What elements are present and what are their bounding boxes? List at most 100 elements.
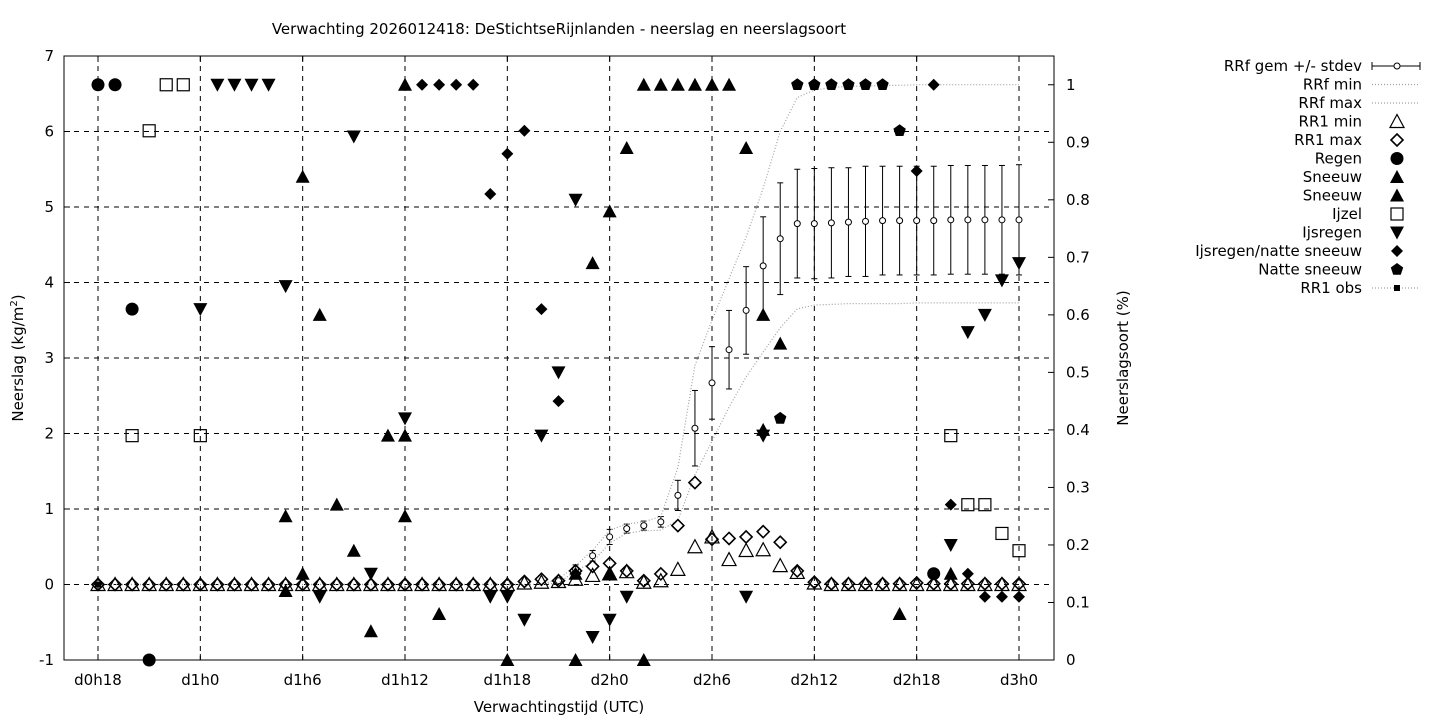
legend-item: RR1 min — [1299, 113, 1406, 131]
y-tick-label: 5 — [44, 198, 54, 216]
x-tick-label: d0h18 — [74, 671, 122, 689]
data-point — [687, 475, 703, 490]
chart-title: Verwachting 2026012418: DeStichtseRijnla… — [272, 20, 846, 38]
data-point — [653, 77, 668, 91]
x-tick-label: d1h6 — [284, 671, 322, 689]
mean-point — [896, 217, 904, 225]
data-point — [773, 535, 788, 550]
data-point — [244, 78, 259, 92]
series-rr1-obs — [95, 581, 101, 588]
series-sneeuw — [278, 77, 958, 666]
legend-label: RR1 obs — [1300, 279, 1362, 297]
data-point — [227, 577, 242, 592]
mean-point — [589, 552, 597, 560]
data-point — [739, 141, 754, 155]
data-point — [892, 576, 907, 591]
data-point — [670, 77, 685, 91]
data-point — [1013, 590, 1025, 603]
legend-label: RR1 min — [1299, 113, 1362, 131]
data-point — [961, 498, 975, 512]
mean-point — [691, 424, 699, 432]
data-point — [875, 576, 890, 591]
series-layer — [89, 77, 1028, 667]
data-point — [501, 147, 514, 160]
legend-item: Regen — [1315, 150, 1404, 168]
data-point — [91, 78, 105, 92]
mean-point — [776, 235, 784, 243]
data-point — [807, 575, 822, 590]
data-point — [790, 563, 805, 579]
data-point — [534, 429, 549, 443]
legend-label: Natte sneeuw — [1258, 261, 1362, 279]
data-point — [534, 572, 549, 587]
data-point — [346, 130, 361, 144]
mean-point — [640, 522, 648, 530]
data-point — [909, 575, 924, 591]
data-point — [450, 78, 463, 91]
data-point — [449, 577, 464, 592]
mean-point — [998, 216, 1006, 224]
data-point — [432, 606, 447, 620]
data-point — [686, 538, 703, 554]
data-point — [363, 624, 378, 638]
series-rrf-max — [98, 84, 1019, 586]
data-point — [705, 77, 719, 91]
mean-point — [793, 220, 801, 228]
data-point — [670, 518, 686, 533]
data-point — [756, 429, 771, 443]
data-point — [602, 613, 617, 627]
data-point — [841, 576, 856, 591]
legend-marker — [1390, 263, 1404, 275]
data-point — [842, 78, 855, 90]
x-tick-label: d1h18 — [483, 671, 531, 689]
legend-marker — [1391, 245, 1403, 257]
y-axis-label: Neerslag (kg/m2) — [9, 294, 27, 421]
x-tick-label: d2h12 — [790, 671, 838, 689]
legend-item: RRf max — [1298, 94, 1420, 112]
data-point — [95, 581, 101, 588]
y2-tick-label: 0.9 — [1066, 133, 1090, 151]
data-point — [926, 576, 941, 591]
data-point — [755, 541, 772, 557]
y-tick-label: 6 — [44, 123, 54, 141]
data-point — [552, 395, 565, 408]
line-path — [98, 302, 1019, 586]
data-point — [551, 366, 566, 380]
legend-mean-point — [1393, 62, 1401, 70]
data-point — [910, 165, 923, 178]
data-point — [944, 429, 958, 443]
data-point — [704, 532, 720, 547]
data-point — [312, 590, 327, 604]
data-point — [398, 412, 412, 426]
data-point — [995, 526, 1009, 541]
data-point — [397, 577, 413, 592]
data-point — [483, 577, 498, 592]
y-tick-label: 2 — [44, 425, 54, 443]
data-point — [978, 498, 992, 512]
data-point — [635, 573, 652, 589]
data-point — [859, 78, 872, 90]
data-point — [107, 577, 123, 592]
series-natte-sneeuw — [774, 78, 906, 424]
data-point — [1012, 257, 1026, 271]
data-point — [636, 77, 651, 91]
mean-point — [708, 379, 716, 387]
data-point — [636, 653, 651, 666]
data-point — [977, 576, 993, 591]
data-point — [484, 188, 497, 201]
data-point — [585, 630, 600, 644]
mean-point — [1015, 216, 1023, 224]
data-point — [602, 204, 617, 218]
mean-point — [725, 346, 733, 354]
mean-point — [862, 217, 869, 225]
data-point — [739, 590, 754, 604]
data-point — [398, 509, 412, 523]
legend-label: Sneeuw — [1303, 187, 1362, 205]
mean-point — [964, 216, 972, 224]
data-point — [414, 577, 430, 592]
data-point — [722, 77, 737, 91]
data-point — [483, 590, 498, 604]
data-point — [363, 577, 379, 592]
legend-marker — [1389, 132, 1405, 148]
